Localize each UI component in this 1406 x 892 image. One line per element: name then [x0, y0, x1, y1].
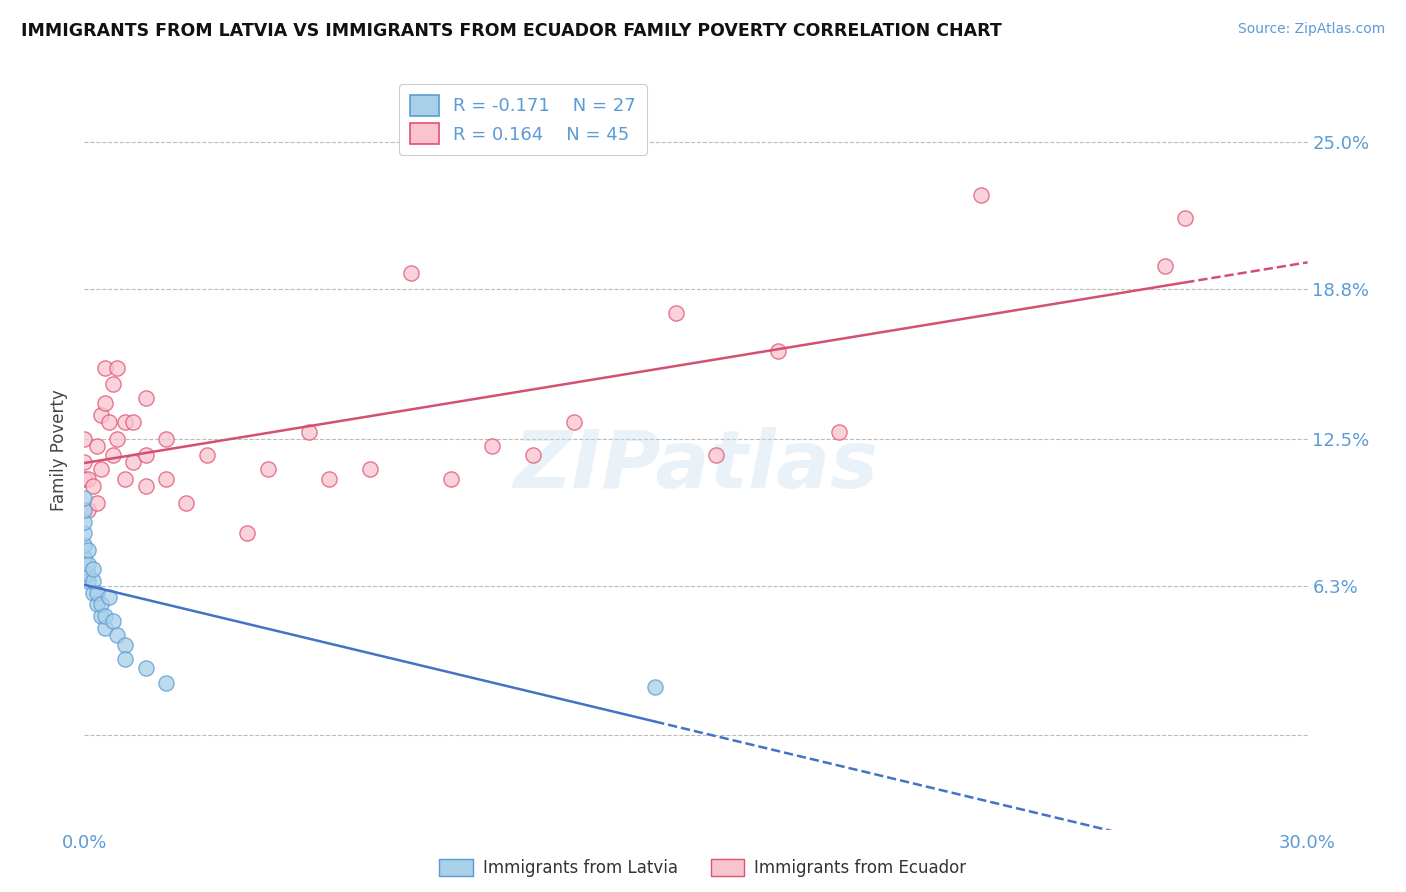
Point	[86, 598, 108, 612]
Point	[97, 415, 120, 429]
Point	[114, 638, 136, 652]
Point	[122, 415, 145, 429]
Point	[101, 448, 124, 462]
Point	[766, 343, 789, 358]
Legend: Immigrants from Latvia, Immigrants from Ecuador: Immigrants from Latvia, Immigrants from …	[433, 852, 973, 884]
Point	[93, 360, 115, 375]
Point	[77, 502, 100, 516]
Point	[86, 439, 108, 453]
Legend: R = -0.171    N = 27, R = 0.164    N = 45: R = -0.171 N = 27, R = 0.164 N = 45	[399, 84, 647, 155]
Point	[155, 675, 177, 690]
Point	[105, 360, 128, 375]
Point	[77, 566, 100, 581]
Point	[135, 448, 157, 462]
Point	[122, 455, 145, 469]
Point	[73, 550, 96, 565]
Point	[93, 621, 115, 635]
Point	[73, 515, 96, 529]
Point	[105, 628, 128, 642]
Point	[257, 462, 280, 476]
Point	[77, 543, 100, 558]
Point	[90, 408, 112, 422]
Point	[522, 448, 544, 462]
Point	[73, 538, 96, 552]
Point	[135, 661, 157, 675]
Point	[970, 187, 993, 202]
Point	[82, 562, 104, 576]
Text: IMMIGRANTS FROM LATVIA VS IMMIGRANTS FROM ECUADOR FAMILY POVERTY CORRELATION CHA: IMMIGRANTS FROM LATVIA VS IMMIGRANTS FRO…	[21, 22, 1002, 40]
Point	[298, 425, 321, 439]
Point	[101, 377, 124, 392]
Text: Source: ZipAtlas.com: Source: ZipAtlas.com	[1237, 22, 1385, 37]
Point	[114, 652, 136, 666]
Point	[93, 396, 115, 410]
Point	[97, 591, 120, 605]
Point	[706, 448, 728, 462]
Point	[82, 585, 104, 599]
Point	[644, 681, 666, 695]
Point	[114, 415, 136, 429]
Point	[101, 614, 124, 628]
Text: ZIPatlas: ZIPatlas	[513, 426, 879, 505]
Point	[90, 462, 112, 476]
Point	[105, 432, 128, 446]
Point	[236, 526, 259, 541]
Point	[440, 472, 463, 486]
Point	[73, 526, 96, 541]
Point	[135, 479, 157, 493]
Point	[82, 479, 104, 493]
Point	[86, 495, 108, 509]
Point	[82, 574, 104, 588]
Point	[90, 598, 112, 612]
Point	[86, 585, 108, 599]
Point	[90, 609, 112, 624]
Point	[77, 472, 100, 486]
Y-axis label: Family Poverty: Family Poverty	[51, 390, 69, 511]
Point	[135, 392, 157, 406]
Point	[73, 432, 96, 446]
Point	[399, 266, 422, 280]
Point	[1174, 211, 1197, 226]
Point	[77, 557, 100, 572]
Point	[73, 491, 96, 505]
Point	[174, 495, 197, 509]
Point	[562, 415, 585, 429]
Point	[155, 432, 177, 446]
Point	[114, 472, 136, 486]
Point	[77, 574, 100, 588]
Point	[1154, 259, 1177, 273]
Point	[73, 455, 96, 469]
Point	[481, 439, 503, 453]
Point	[665, 306, 688, 320]
Point	[73, 502, 96, 516]
Point	[828, 425, 851, 439]
Point	[155, 472, 177, 486]
Point	[318, 472, 340, 486]
Point	[195, 448, 218, 462]
Point	[359, 462, 381, 476]
Point	[73, 472, 96, 486]
Point	[93, 609, 115, 624]
